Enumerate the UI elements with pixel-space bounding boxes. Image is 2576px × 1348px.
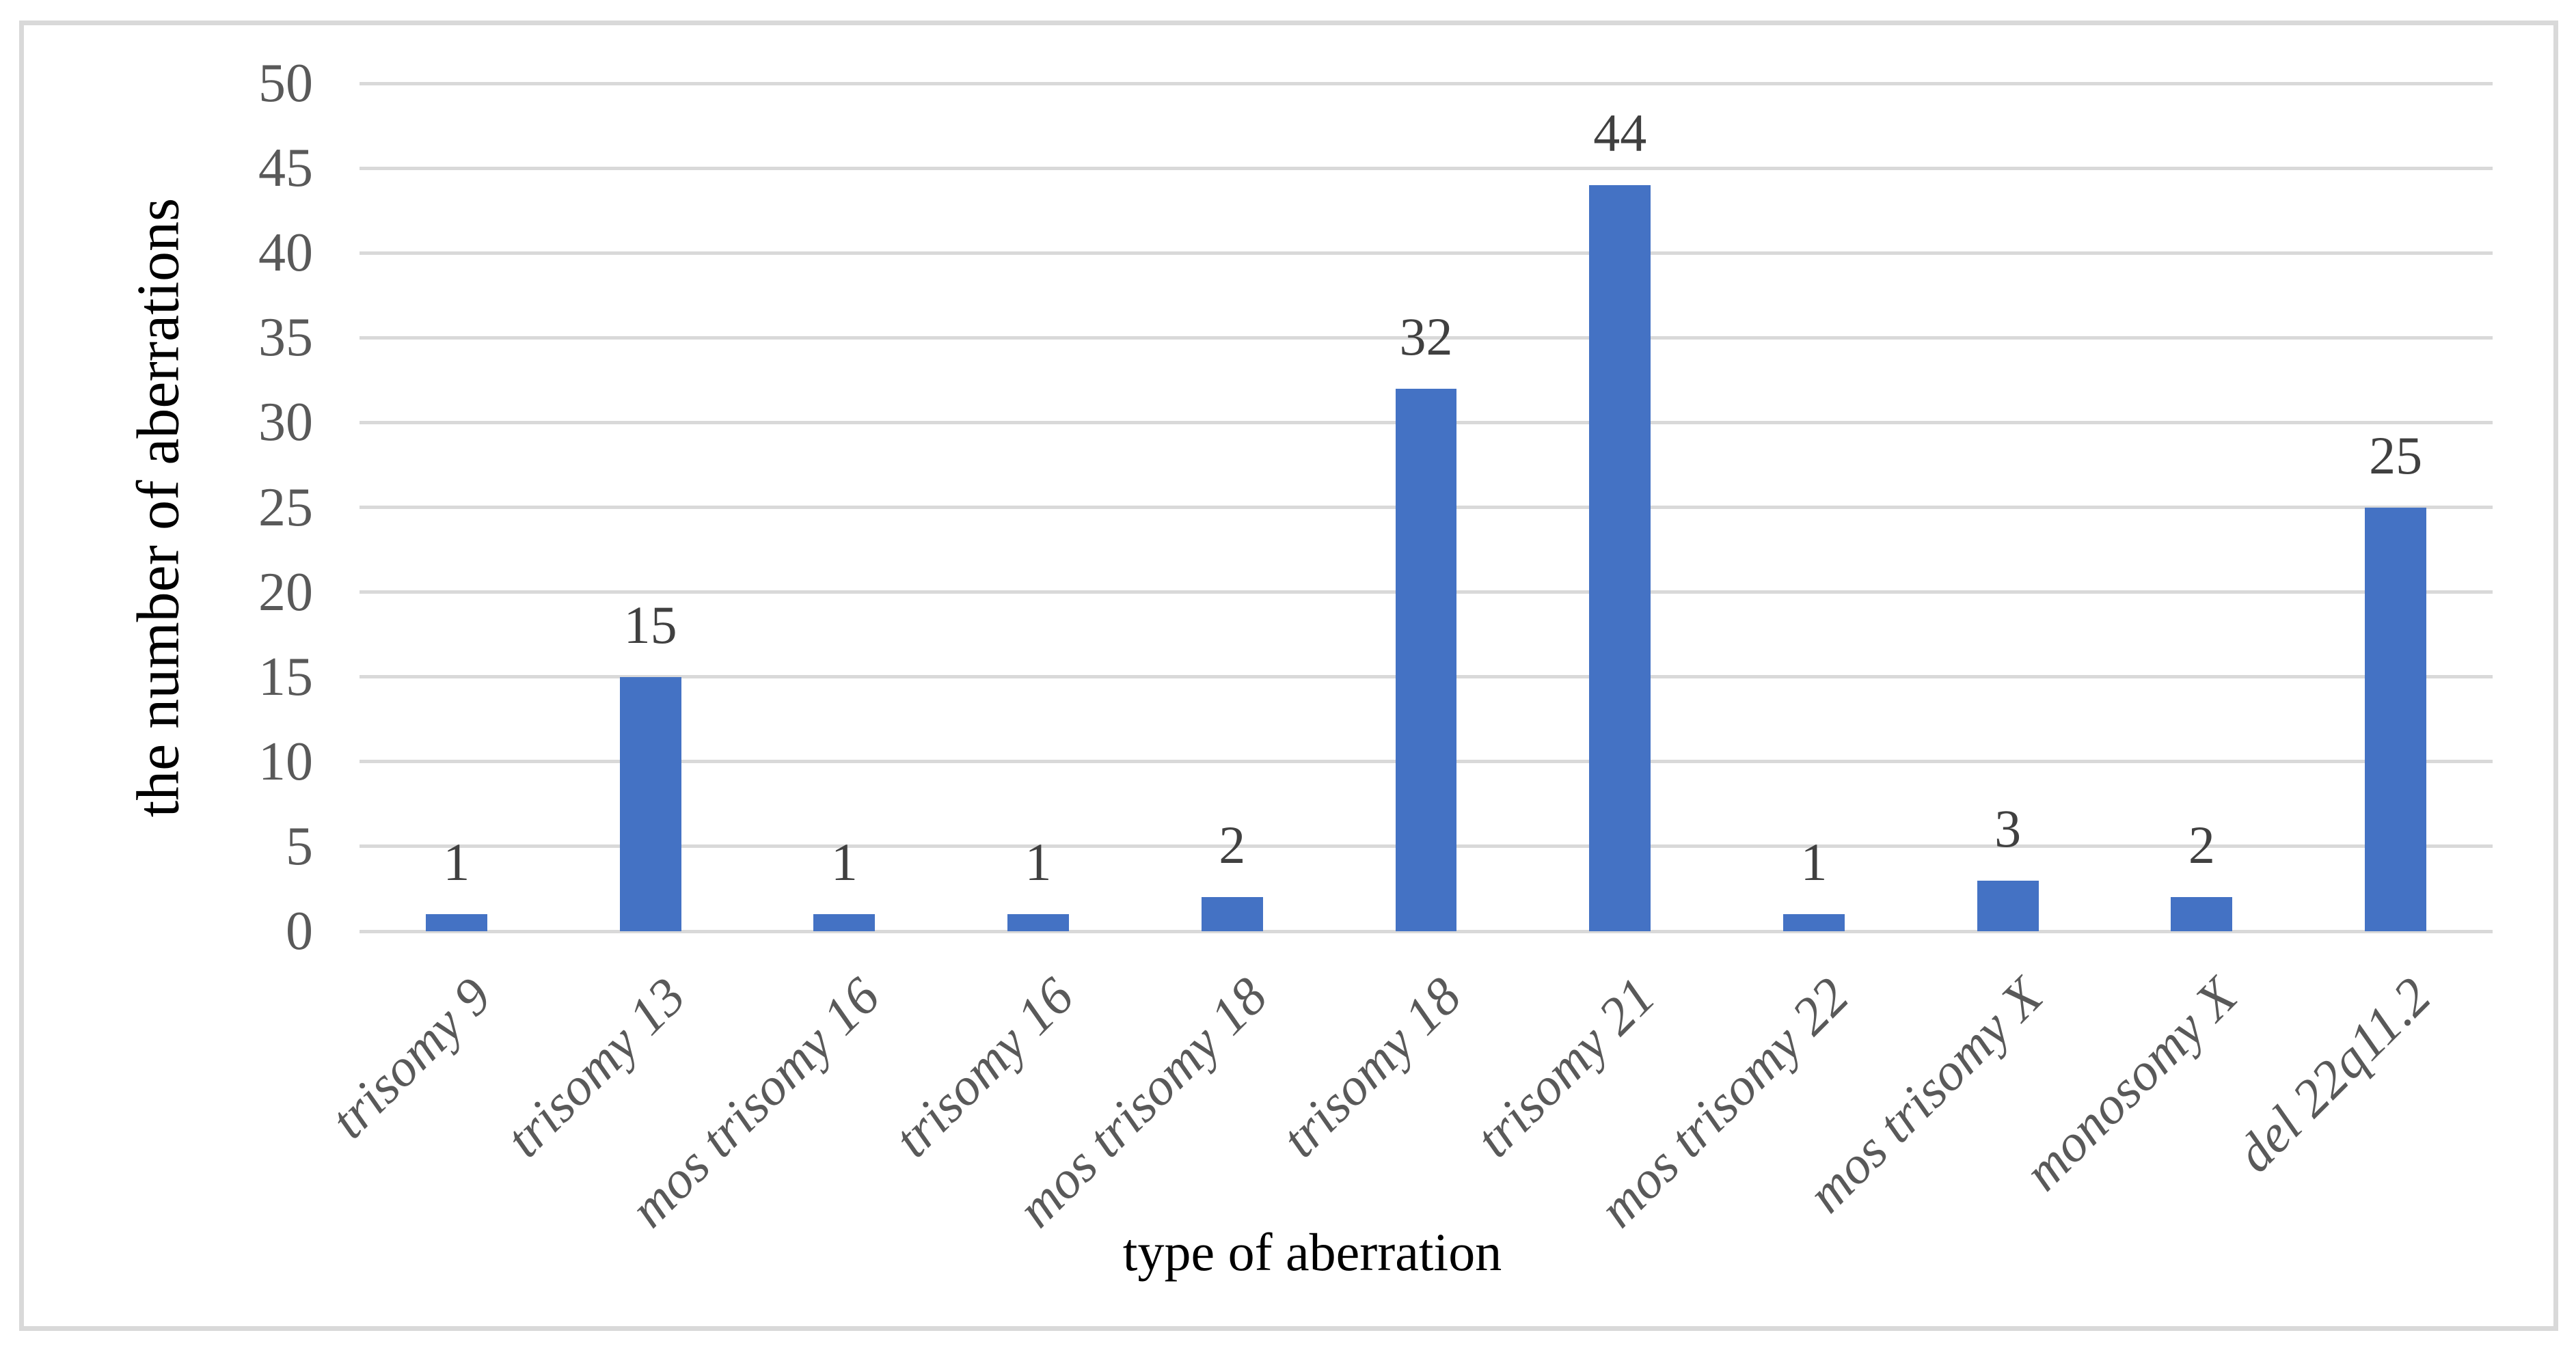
bar <box>1007 914 1069 931</box>
plot-area: 1 15 1 1 2 32 44 1 3 2 25 <box>360 81 2493 933</box>
y-tick-label: 20 <box>258 562 313 622</box>
data-label: 1 <box>1800 832 1828 892</box>
y-tick-label: 45 <box>258 138 313 199</box>
data-label: 25 <box>2369 425 2423 485</box>
y-tick-label: 30 <box>258 392 313 453</box>
bar-slot: 1 <box>747 83 941 931</box>
bar <box>813 914 876 931</box>
data-label: 32 <box>1399 306 1453 366</box>
data-label: 1 <box>830 832 858 892</box>
data-label: 2 <box>2188 815 2215 875</box>
gridline <box>360 929 2493 933</box>
data-label: 3 <box>1994 798 2022 858</box>
bar <box>1782 914 1845 931</box>
bar <box>1201 897 1263 931</box>
y-tick-label: 10 <box>258 731 313 792</box>
bar-slot: 1 <box>360 83 554 931</box>
y-tick-label: 25 <box>258 477 313 538</box>
data-label: 1 <box>1025 832 1052 892</box>
bar <box>2171 897 2233 931</box>
gridline <box>360 166 2493 170</box>
data-label: 15 <box>623 594 677 655</box>
data-label: 1 <box>443 832 470 892</box>
bar-slot: 1 <box>1717 83 1911 931</box>
bar-slot: 1 <box>941 83 1135 931</box>
bar <box>619 676 681 931</box>
y-tick-label: 15 <box>258 646 313 707</box>
bar <box>2365 507 2427 931</box>
gridline <box>360 81 2493 85</box>
y-tick-label: 0 <box>286 901 313 961</box>
x-axis-title: type of aberration <box>1122 1222 1502 1282</box>
gridline <box>360 251 2493 255</box>
bar-slot: 15 <box>554 83 748 931</box>
bar <box>425 914 487 931</box>
bar <box>1589 184 1651 931</box>
y-tick-label: 50 <box>258 53 313 113</box>
gridline <box>360 335 2493 340</box>
data-label: 2 <box>1219 815 1246 875</box>
bar <box>1395 388 1457 931</box>
bar-slot: 2 <box>1135 83 1329 931</box>
bar-slot: 2 <box>2105 83 2299 931</box>
bar-slot: 25 <box>2299 83 2493 931</box>
data-label: 44 <box>1593 102 1647 163</box>
y-tick-label: 5 <box>286 816 313 877</box>
y-tick-label: 40 <box>258 223 313 284</box>
y-tick-label: 35 <box>258 307 313 368</box>
y-axis-tick-labels: 0 5 10 15 20 25 30 35 40 45 50 <box>0 56 313 959</box>
bar-slot: 3 <box>1911 83 2105 931</box>
bar-slot: 32 <box>1329 83 1523 931</box>
bar <box>1977 880 2039 931</box>
bar-slot: 44 <box>1523 83 1717 931</box>
